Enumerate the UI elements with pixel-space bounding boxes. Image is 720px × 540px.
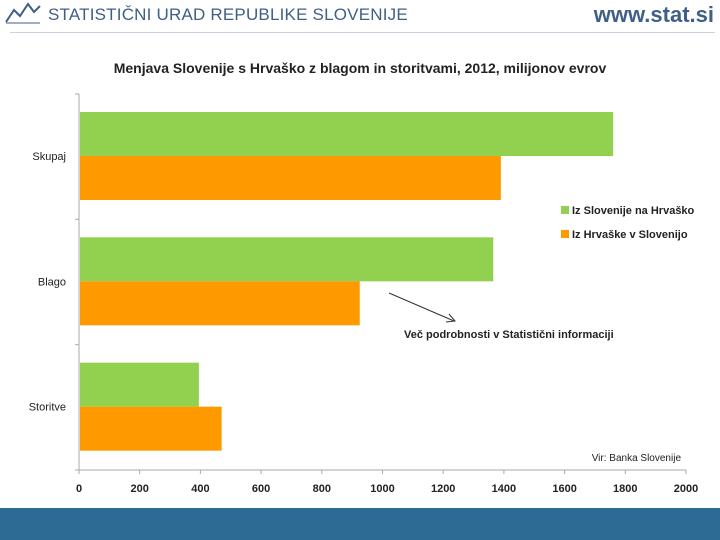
footer-bar (0, 508, 720, 540)
x-tick-label: 1400 (492, 483, 516, 495)
annotation-text: Več podrobnosti v Statistični informacij… (404, 329, 614, 341)
x-tick-label: 1000 (370, 483, 394, 495)
x-tick-label: 600 (252, 483, 270, 495)
x-tick-label: 1200 (431, 483, 455, 495)
site-url[interactable]: www.stat.si (593, 2, 714, 27)
bar-green (80, 362, 199, 407)
bar-orange (80, 406, 222, 451)
org-name: STATISTIČNI URAD REPUBLIKE SLOVENIJE (48, 5, 408, 24)
x-tick-label: 400 (191, 483, 209, 495)
logo-icon (5, 2, 41, 24)
bar-orange (80, 156, 501, 200)
legend-label: Iz Slovenije na Hrvaško (572, 205, 695, 217)
chart-title: Menjava Slovenije s Hrvaško z blagom in … (113, 60, 607, 76)
x-tick-label: 1800 (613, 483, 637, 495)
x-tick-label: 2000 (674, 483, 698, 495)
legend-swatch (561, 206, 569, 214)
x-tick-label: 0 (76, 483, 82, 495)
category-label: Blago (38, 276, 66, 288)
x-tick-label: 800 (313, 483, 331, 495)
bar-green (80, 237, 494, 282)
x-tick-label: 1600 (552, 483, 576, 495)
legend-label: Iz Hrvaške v Slovenijo (572, 229, 688, 241)
annotation-arrow (388, 292, 455, 322)
category-label: Skupaj (32, 151, 66, 163)
header: STATISTIČNI URAD REPUBLIKE SLOVENIJE www… (0, 0, 720, 34)
annotation-arrowhead (445, 313, 456, 323)
source-note: Vir: Banka Slovenije (592, 453, 682, 464)
bar-orange (80, 281, 360, 326)
header-divider (10, 32, 715, 33)
category-label: Storitve (29, 402, 66, 414)
bar-green (80, 112, 614, 156)
x-tick-label: 200 (131, 483, 149, 495)
legend-swatch (561, 230, 569, 238)
